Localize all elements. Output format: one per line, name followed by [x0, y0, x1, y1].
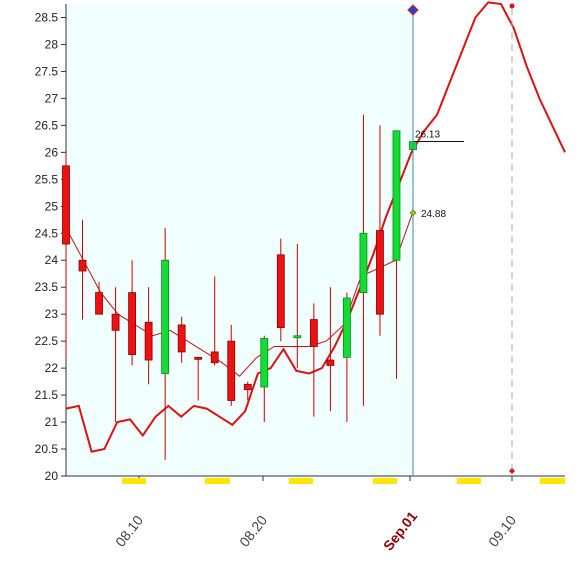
y-tick-label: 23 [45, 307, 59, 321]
y-tick-label: 20.5 [35, 442, 59, 456]
candle-body [194, 356, 203, 360]
y-tick-label: 24 [45, 253, 59, 267]
candle-body [227, 340, 236, 401]
candle-body [62, 165, 70, 245]
candle-body [161, 259, 170, 374]
candle-body [260, 338, 269, 388]
y-tick-label: 28.5 [35, 10, 59, 24]
y-tick-label: 21.5 [35, 388, 59, 402]
timeline-markers [122, 478, 565, 484]
history-region [66, 4, 413, 476]
value-label: 24.88 [421, 209, 446, 220]
candle-body [128, 292, 136, 356]
axes: 20 20.5 21 21.5 22 22.5 23 23.5 24 24.5 25 25.5 26 26… [35, 4, 565, 554]
candle-body [326, 359, 335, 366]
y-tick-label: 23.5 [35, 280, 59, 294]
timeline-marker [373, 478, 397, 484]
candle-body [78, 259, 87, 272]
candle-body [359, 232, 368, 293]
y-tick-label: 20 [45, 469, 59, 483]
forecast-top-dot [509, 3, 515, 9]
candle-body [343, 297, 351, 358]
candle-body [376, 230, 384, 315]
y-tick-label: 27 [45, 91, 59, 105]
candle-body [309, 319, 318, 347]
y-tick-label: 21 [45, 415, 59, 429]
timeline-marker [122, 478, 146, 484]
candle-body [276, 254, 285, 329]
candle-body [177, 324, 186, 353]
candle-body [95, 292, 103, 315]
y-tick-label: 25.5 [35, 172, 59, 186]
candlesticks [62, 114, 417, 460]
candle-body [293, 335, 302, 339]
y-tick-label: 22 [45, 361, 59, 375]
cursor-diamond-marker [407, 4, 419, 16]
timeline-marker [205, 478, 230, 484]
candle-body [144, 321, 153, 361]
y-tick-label: 25 [45, 199, 59, 213]
y-tick-label: 22.5 [35, 334, 59, 348]
indicator-lines [65, 1, 566, 453]
y-tick-label: 27.5 [35, 64, 59, 78]
candle-body [111, 313, 120, 331]
candle-body [392, 130, 401, 261]
value-label: 26.13 [415, 130, 440, 141]
indicator-line [65, 1, 566, 453]
moving-average-line [65, 211, 414, 377]
y-tick-label: 24.5 [35, 226, 59, 240]
timeline-marker [457, 478, 481, 484]
y-tick-label: 26 [45, 145, 59, 159]
value-marker [409, 209, 417, 217]
candle-body [243, 383, 252, 391]
candle-body [210, 351, 219, 364]
forecast-bottom-dot [509, 468, 515, 474]
timeline-marker [540, 478, 565, 484]
overlays[interactable]: 26.13 24.88 [407, 3, 515, 477]
y-tick-label: 26.5 [35, 118, 59, 132]
y-tick-label: 28 [45, 37, 59, 51]
timeline-marker [289, 478, 313, 484]
